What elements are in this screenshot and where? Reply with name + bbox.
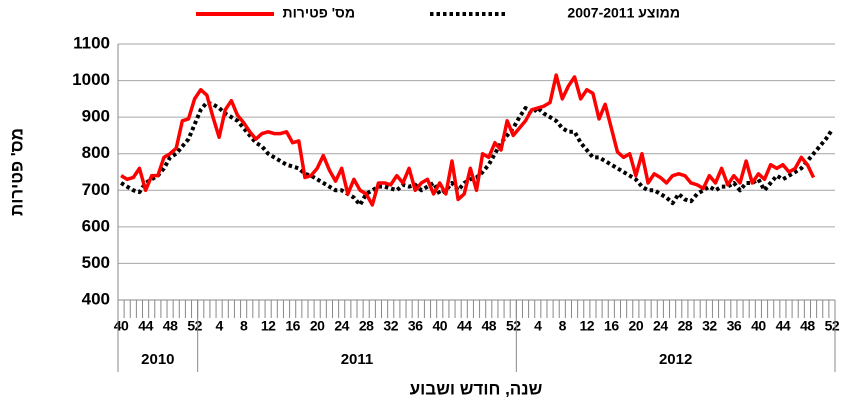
x-tick-label: 16 — [604, 318, 619, 334]
x-tick-label: 32 — [383, 318, 398, 334]
y-tick-label: 400 — [82, 289, 110, 308]
x-group-label: 2011 — [341, 351, 374, 368]
y-tick-label: 500 — [82, 253, 110, 272]
x-group-label: 2012 — [659, 351, 692, 368]
x-tick-label: 32 — [702, 318, 717, 334]
series-line — [120, 100, 834, 207]
x-tick-label: 28 — [678, 318, 693, 334]
x-tick-label: 52 — [187, 318, 202, 334]
x-tick-label: 44 — [776, 318, 791, 334]
x-tick-label: 12 — [580, 318, 595, 334]
x-tick-label: 8 — [559, 318, 567, 334]
y-tick-label: 800 — [82, 143, 110, 162]
x-tick-label: 48 — [481, 318, 496, 334]
x-tick-label: 4 — [534, 318, 542, 334]
x-tick-label: 48 — [800, 318, 815, 334]
x-tick-label: 40 — [751, 318, 766, 334]
x-tick-label: 20 — [629, 318, 644, 334]
x-group-label: 2010 — [141, 351, 174, 368]
y-tick-label: 700 — [82, 180, 110, 199]
x-tick-label: 44 — [138, 318, 153, 334]
x-tick-label: 52 — [825, 318, 840, 334]
x-tick-label: 24 — [334, 318, 349, 334]
x-tick-label: 52 — [506, 318, 521, 334]
x-tick-label: 44 — [457, 318, 472, 334]
x-tick-label: 20 — [310, 318, 325, 334]
x-tick-label: 28 — [359, 318, 374, 334]
y-tick-label: 600 — [82, 216, 110, 235]
y-tick-label: 900 — [82, 107, 110, 126]
x-tick-label: 4 — [215, 318, 223, 334]
x-tick-label: 40 — [432, 318, 447, 334]
x-tick-label: 40 — [114, 318, 129, 334]
y-tick-label: 1000 — [72, 70, 110, 89]
legend-label: ממוצע 2007-2011 — [567, 5, 680, 21]
x-axis-title: שנה, חודש ושבוע — [410, 379, 543, 398]
x-tick-label: 16 — [285, 318, 300, 334]
y-axis-title: מס' פטירות — [7, 128, 26, 216]
series-line — [120, 73, 816, 207]
legend-label: מס' פטירות — [283, 5, 355, 21]
y-tick-label: 1100 — [73, 33, 110, 52]
x-tick-label: 24 — [653, 318, 668, 334]
x-tick-label: 36 — [727, 318, 742, 334]
x-tick-label: 48 — [163, 318, 178, 334]
x-tick-label: 12 — [261, 318, 276, 334]
x-tick-label: 36 — [408, 318, 423, 334]
x-tick-label: 8 — [240, 318, 248, 334]
